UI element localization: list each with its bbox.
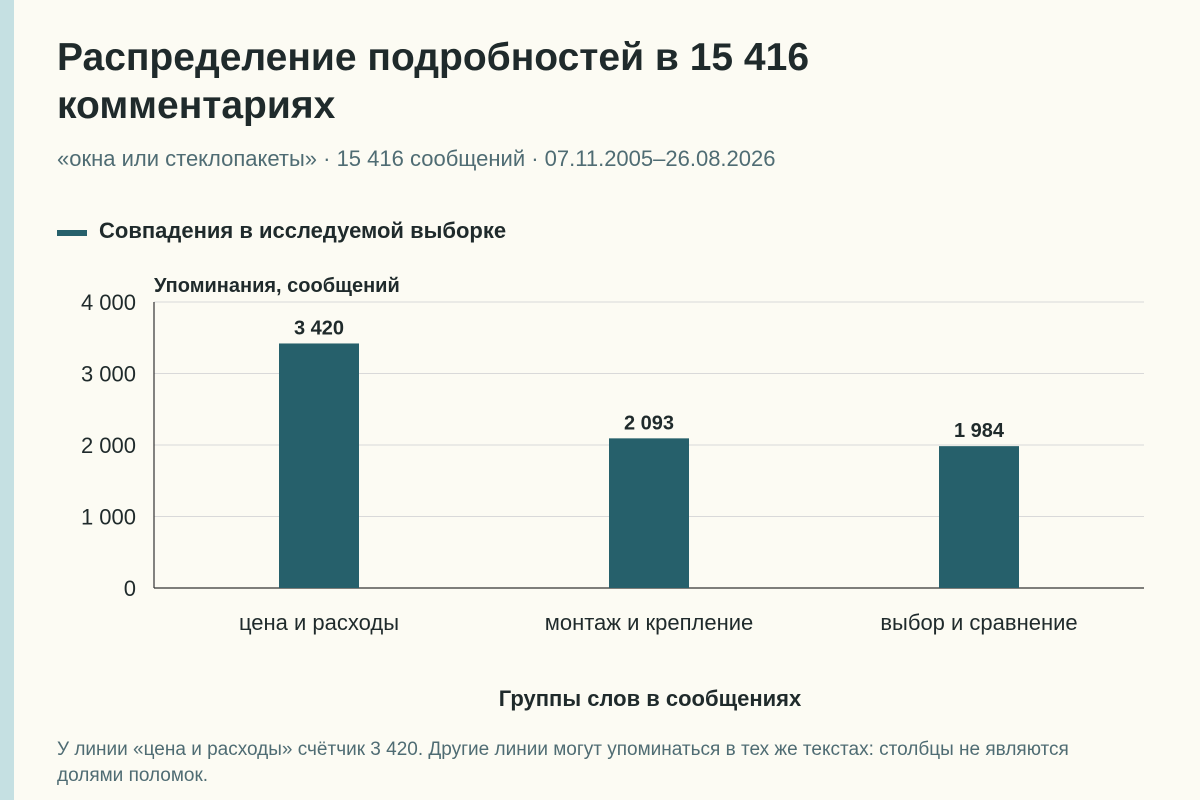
bar — [609, 438, 689, 588]
bar-chart: 0 1 000 2 000 3 000 4 000 Упоминания, сообщен… — [81, 275, 1144, 635]
x-tick-label: монтаж и крепление — [545, 610, 754, 635]
bar — [939, 446, 1019, 588]
legend: Совпадения в исследуемой выборке — [57, 218, 506, 244]
x-tick-label: цена и расходы — [239, 610, 399, 635]
y-tick-label: 1 000 — [81, 505, 136, 530]
x-axis-title: Группы слов в сообщениях — [498, 686, 802, 711]
accent-strip — [0, 0, 14, 800]
y-axis-title: Упоминания, сообщений — [154, 275, 400, 297]
chart-subtitle: «окна или стеклопакеты» · 15 416 сообщен… — [57, 146, 776, 171]
x-tick-label: выбор и сравнение — [880, 610, 1077, 635]
y-tick-label: 4 000 — [81, 290, 136, 315]
legend-swatch — [57, 230, 87, 236]
y-tick-label: 3 000 — [81, 362, 136, 387]
footnote: У линии «цена и расходы» счётчик 3 420. … — [57, 739, 1069, 786]
chart-title: Распределение подробностей в 15 416 комм… — [57, 36, 810, 127]
y-tick-label: 0 — [124, 576, 136, 601]
data-label: 2 093 — [624, 412, 674, 434]
y-tick-label: 2 000 — [81, 433, 136, 458]
bar — [279, 343, 359, 588]
data-label: 3 420 — [294, 317, 344, 339]
legend-label: Совпадения в исследуемой выборке — [99, 218, 507, 243]
data-label: 1 984 — [954, 420, 1005, 442]
